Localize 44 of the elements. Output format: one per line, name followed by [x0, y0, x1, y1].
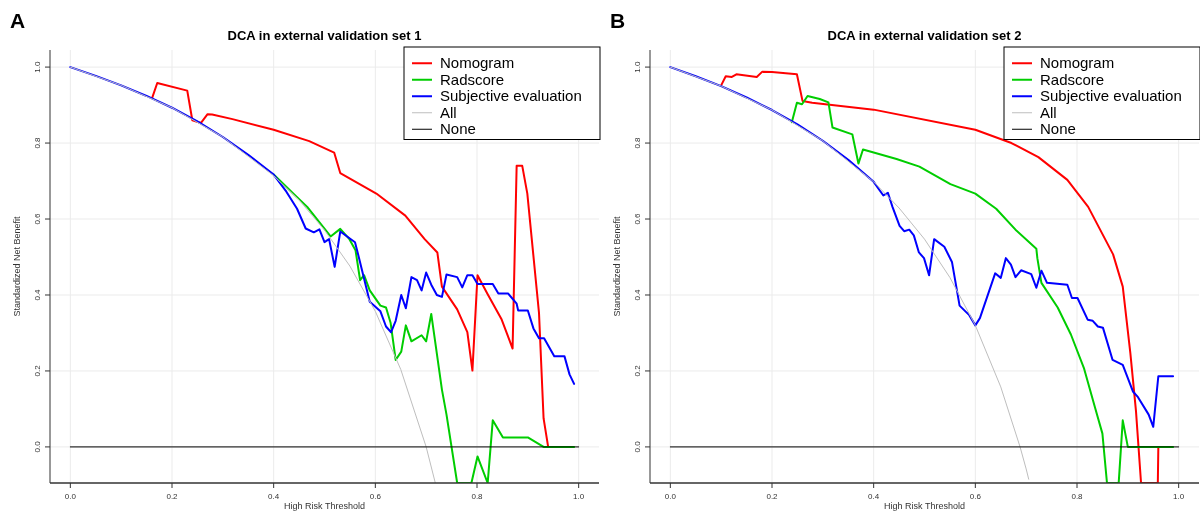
chart-title: DCA in external validation set 2 [827, 28, 1022, 43]
y-tick-label: 0.6 [33, 212, 42, 225]
y-tick-label: 0.6 [633, 212, 642, 225]
y-tick-label: 0.4 [633, 288, 642, 301]
x-axis-title: High Risk Threshold [884, 501, 965, 511]
legend-label: Subjective evaluation [440, 87, 582, 105]
x-tick-label: 1.0 [573, 492, 585, 501]
chart-title: DCA in external validation set 1 [227, 28, 422, 43]
x-axis-title: High Risk Threshold [284, 501, 365, 511]
x-tick-label: 0.6 [369, 492, 382, 501]
legend-label: Nomogram [440, 54, 515, 72]
legend-label: None [1040, 120, 1076, 138]
y-tick-label: 0.8 [33, 136, 42, 149]
x-tick-label: 0.6 [969, 492, 982, 501]
line-series [69, 66, 436, 483]
x-tick-label: 1.0 [1173, 492, 1185, 501]
x-tick-label: 0.2 [166, 492, 179, 501]
y-axis-title: Standardized Net Benefit [612, 215, 622, 317]
y-tick-label: 1.0 [633, 60, 642, 73]
legend-label: Radscore [440, 70, 505, 88]
y-tick-label: 1.0 [33, 60, 42, 73]
x-tick-label: 0.4 [268, 492, 280, 501]
y-tick-label: 0.0 [33, 440, 42, 453]
y-tick-label: 0.2 [33, 364, 42, 377]
text: B [610, 9, 626, 32]
legend-label: None [440, 120, 476, 138]
y-tick-label: 0.0 [633, 440, 642, 453]
line-series [669, 66, 1030, 480]
legend-label: All [1040, 103, 1057, 121]
y-tick-label: 0.2 [633, 364, 642, 377]
legend-label: Subjective evaluation [1040, 87, 1182, 105]
legend-label: All [440, 103, 457, 121]
x-tick-label: 0.4 [868, 492, 880, 501]
x-tick-label: 0.0 [64, 492, 77, 501]
y-axis-title: Standardized Net Benefit [12, 215, 22, 317]
x-tick-label: 0.0 [664, 492, 677, 501]
text: A [10, 9, 26, 32]
x-tick-label: 0.8 [1071, 492, 1084, 501]
y-tick-label: 0.4 [33, 288, 42, 301]
legend-label: Radscore [1040, 70, 1105, 88]
y-tick-label: 0.8 [633, 136, 642, 149]
legend-label: Nomogram [1040, 54, 1115, 72]
x-tick-label: 0.2 [766, 492, 779, 501]
x-tick-label: 0.8 [471, 492, 484, 501]
